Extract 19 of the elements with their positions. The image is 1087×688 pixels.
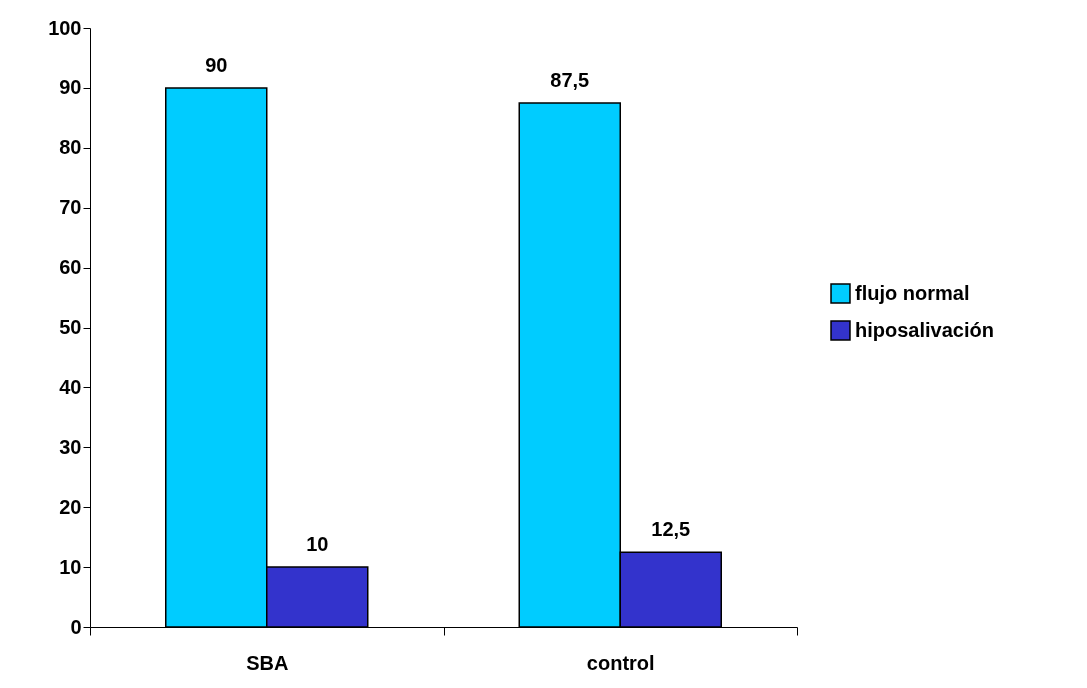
- legend-label: flujo normal: [855, 281, 970, 304]
- y-tick-label: 10: [59, 555, 82, 578]
- x-tick-label: SBA: [246, 651, 289, 674]
- y-tick-label: 40: [59, 375, 82, 398]
- data-label: 87,5: [550, 68, 590, 91]
- y-tick-label: 50: [59, 316, 82, 338]
- y-tick-label: 90: [59, 76, 82, 99]
- y-tick-label: 70: [59, 196, 82, 219]
- y-tick-label: 20: [59, 495, 82, 518]
- y-tick-label: 0: [70, 615, 82, 638]
- y-tick-label: 60: [59, 256, 82, 279]
- legend-label: hiposalivación: [855, 318, 994, 341]
- x-tick-label: control: [586, 651, 655, 674]
- data-label: 10: [306, 533, 329, 556]
- y-tick-label: 30: [59, 435, 82, 458]
- y-tick-label: 80: [59, 136, 82, 159]
- data-label: 90: [205, 53, 228, 76]
- data-label: 12,5: [651, 518, 691, 541]
- y-tick-label: 100: [48, 16, 82, 39]
